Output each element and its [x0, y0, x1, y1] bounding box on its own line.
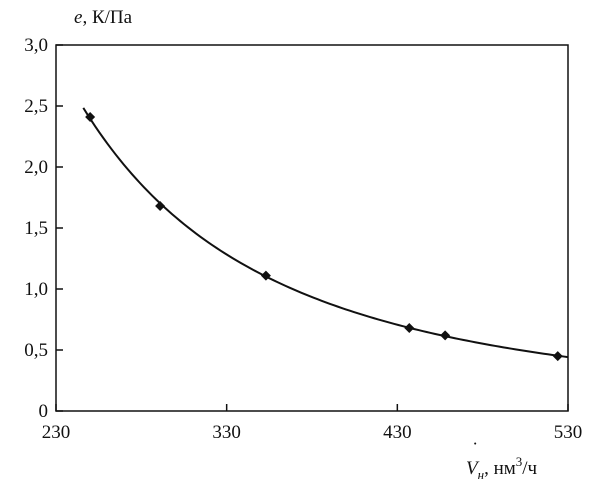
x-tick-label: 530	[554, 422, 583, 443]
y-tick-label: 0	[39, 401, 49, 422]
x-tick-label: 330	[212, 422, 241, 443]
x-axis-ticks	[55, 404, 569, 411]
y-tick-label: 2,5	[24, 96, 48, 117]
data-point	[85, 111, 96, 122]
x-axis-tick-labels: 230 330 430 530	[42, 422, 583, 443]
y-tick-label: 3,0	[24, 35, 48, 56]
x-axis-title: Vн, нм3/ч	[466, 454, 538, 482]
data-point	[404, 323, 415, 334]
y-tick-label: 1,5	[24, 218, 48, 239]
x-tick-label: 430	[383, 422, 412, 443]
y-axis-tick-labels: 0 0,5 1,0 1,5 2,0 2,5 3,0	[24, 35, 48, 422]
y-tick-label: 0,5	[24, 340, 48, 361]
data-point	[155, 201, 166, 212]
y-tick-label: 2,0	[24, 157, 48, 178]
x-tick-label: 230	[42, 422, 71, 443]
data-point	[440, 330, 451, 341]
x-axis-title-dot: ˙	[472, 439, 478, 460]
plot-frame	[55, 44, 569, 412]
data-point	[552, 351, 563, 362]
y-axis-title: e, К/Па	[74, 7, 133, 28]
y-axis-ticks	[56, 44, 63, 412]
data-point	[260, 270, 271, 281]
y-tick-label: 1,0	[24, 279, 48, 300]
data-points	[85, 111, 563, 362]
series-line	[82, 107, 569, 359]
